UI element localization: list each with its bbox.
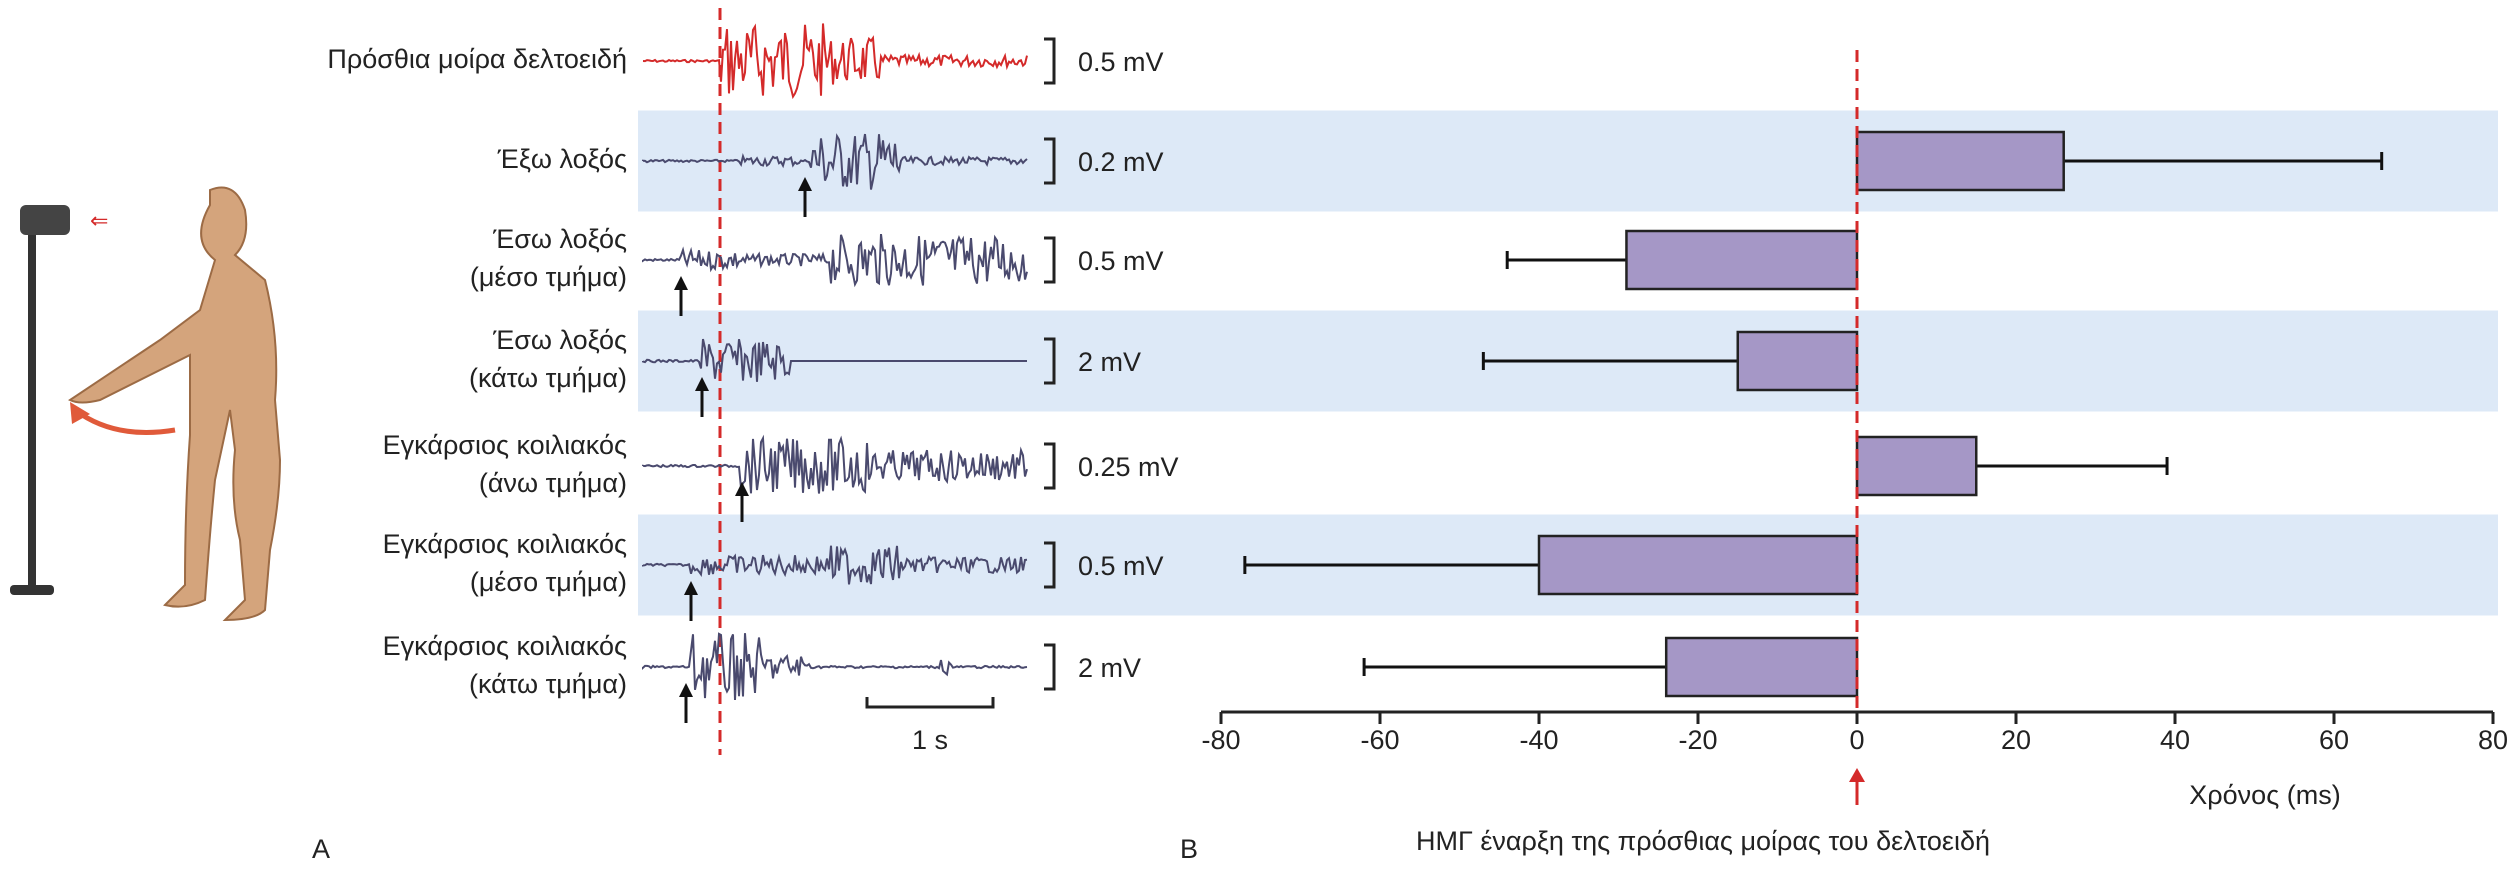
muscle-label: Πρόσθια μοίρα δελτοειδή (327, 44, 627, 74)
onset-arrowhead (695, 377, 709, 391)
onset-arrowhead (735, 482, 749, 496)
reference-arrowhead (1849, 768, 1865, 782)
x-tick-label: 0 (1849, 725, 1864, 755)
stand-base (10, 585, 54, 595)
scale-label: 0.5 mV (1078, 551, 1164, 581)
annotation: ΗΜΓ έναρξη της πρόσθιας μοίρας του δελτο… (1416, 826, 1990, 856)
onset-arrowhead (679, 683, 693, 697)
x-tick-label: 40 (2160, 725, 2190, 755)
scale-label: 0.5 mV (1078, 47, 1164, 77)
x-axis-label: Χρόνος (ms) (2189, 780, 2340, 810)
onset-arrowhead (798, 177, 812, 191)
muscle-part-label: (κάτω τμήμα) (469, 363, 627, 393)
scale-bracket (1044, 37, 1056, 85)
muscle-label: Εγκάρσιος κοιλιακός (383, 631, 627, 661)
muscle-part-label: (άνω τμήμα) (479, 468, 627, 498)
panel-label: A (312, 834, 330, 864)
stand-pole (28, 225, 36, 585)
x-tick-label: -60 (1360, 725, 1399, 755)
time-scale-bar (865, 697, 995, 709)
scale-bracket (1044, 236, 1056, 284)
emg-trace (642, 632, 1028, 701)
muscle-label: Εγκάρσιος κοιλιακός (383, 529, 627, 559)
x-tick-label: -40 (1519, 725, 1558, 755)
scale-label: 2 mV (1078, 347, 1141, 377)
scale-bracket (1044, 541, 1056, 589)
x-tick-label: -20 (1678, 725, 1717, 755)
x-tick-label: 20 (2001, 725, 2031, 755)
emg-trace (642, 545, 1028, 585)
muscle-label: Έσω λοξός (492, 325, 627, 355)
muscle-label: Έξω λοξός (497, 144, 627, 174)
x-tick-label: 60 (2319, 725, 2349, 755)
muscle-part-label: (μέσο τμήμα) (470, 262, 627, 292)
time-scale-label: 1 s (912, 725, 948, 755)
emg-trace (642, 133, 1028, 190)
scale-label: 0.25 mV (1078, 452, 1179, 482)
muscle-part-label: (κάτω τμήμα) (469, 669, 627, 699)
stand-light (20, 205, 70, 235)
scale-label: 0.5 mV (1078, 246, 1164, 276)
bar (1537, 534, 1859, 596)
panel-label: B (1180, 834, 1198, 864)
muscle-part-label: (μέσο τμήμα) (470, 567, 627, 597)
bar (1664, 636, 1859, 698)
emg-trace (642, 338, 1027, 382)
emg-trace (642, 23, 1028, 100)
scale-bracket (1044, 337, 1056, 385)
bar (1855, 130, 2065, 192)
emg-trace (642, 434, 1028, 494)
human-figure (68, 186, 282, 622)
onset-arrowhead (684, 581, 698, 595)
motion-arrowhead (70, 402, 90, 424)
scale-label: 2 mV (1078, 653, 1141, 683)
scale-label: 0.2 mV (1078, 147, 1164, 177)
bar (1855, 435, 1978, 497)
muscle-label: Έσω λοξός (492, 224, 627, 254)
scale-bracket (1044, 442, 1056, 490)
bar (1736, 330, 1859, 392)
x-tick-label: 80 (2478, 725, 2508, 755)
onset-arrowhead (674, 276, 688, 290)
scale-bracket (1044, 643, 1056, 691)
bar (1625, 229, 1859, 291)
emg-trace (642, 233, 1028, 288)
stand-figure: ⇐ (10, 186, 282, 622)
muscle-label: Εγκάρσιος κοιλιακός (383, 430, 627, 460)
x-tick-label: -80 (1201, 725, 1240, 755)
scale-bracket (1044, 137, 1056, 185)
motion-arrow (73, 407, 176, 435)
light-signal: ⇐ (90, 208, 108, 233)
